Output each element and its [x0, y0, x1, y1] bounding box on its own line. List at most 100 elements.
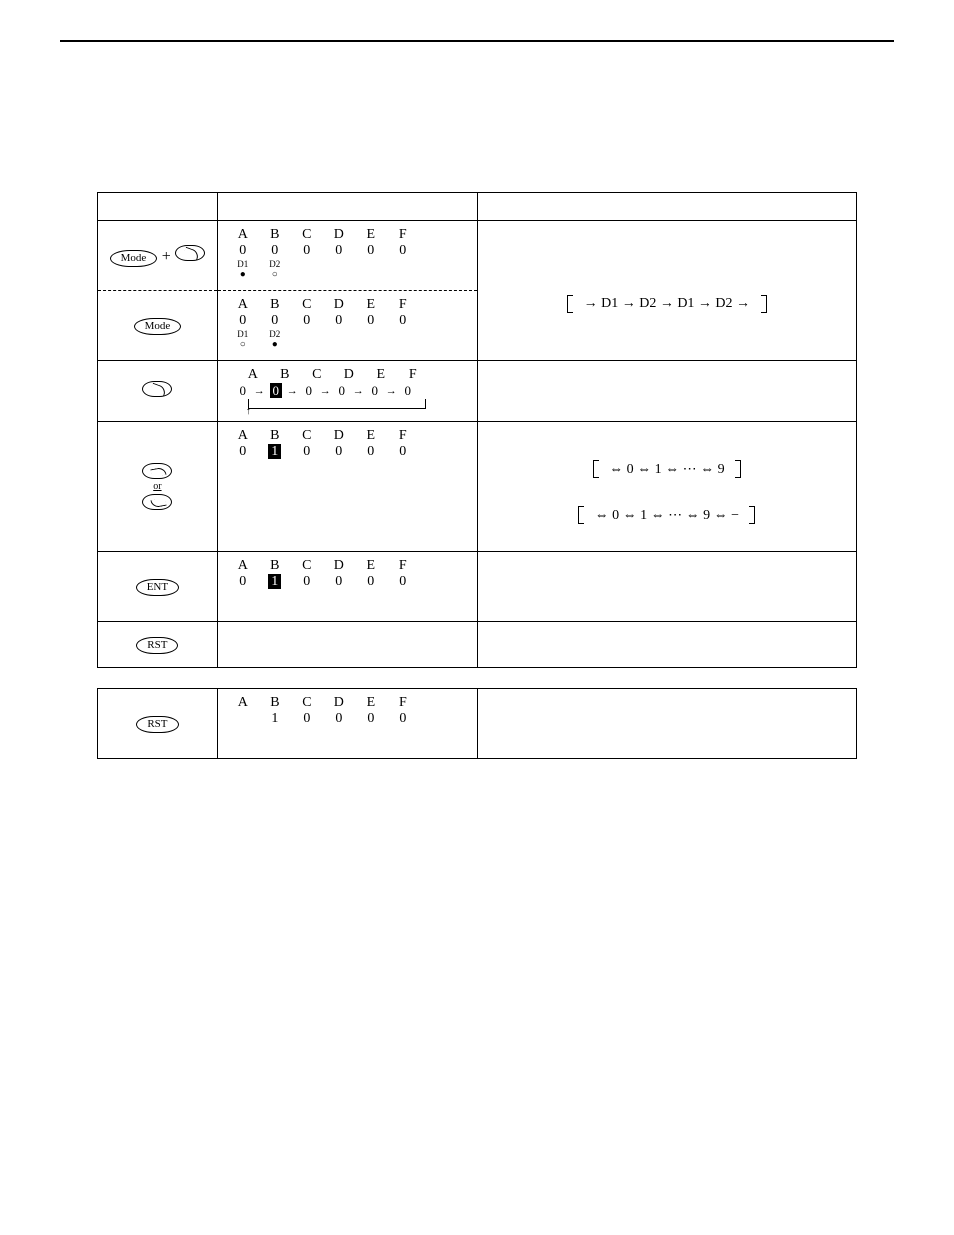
col-label: B	[268, 558, 282, 574]
col-label: E	[364, 558, 378, 574]
dot-empty: ○	[268, 269, 282, 280]
digit: 0	[364, 243, 378, 259]
d-labels-row: D1 D2	[226, 259, 469, 269]
digit: 0	[396, 574, 410, 590]
sequence-digits-minus: ⇔ 0 ⇔ 1 ⇔ ⋯ ⇔ 9 ⇔ −	[589, 507, 745, 524]
col-label: C	[300, 558, 314, 574]
col-label: A	[236, 297, 250, 313]
digit-selected: 1	[268, 574, 281, 589]
digit: 0	[268, 243, 282, 259]
digit: 0	[332, 444, 346, 460]
col-label: D	[332, 695, 346, 711]
arrow-right-icon: →	[287, 385, 298, 397]
digit: 0	[332, 711, 346, 727]
digit: 0	[300, 574, 314, 590]
digit: 0	[364, 444, 378, 460]
display-cell: A B C D E F 1 0 0 0 0	[217, 689, 477, 759]
col-label: F	[396, 297, 410, 313]
arrow-right-icon: →	[320, 385, 331, 397]
digit: 0	[396, 243, 410, 259]
digit: 0	[236, 444, 250, 460]
mode-button[interactable]: Mode	[134, 318, 182, 335]
digit: 0	[364, 313, 378, 329]
col-label: A	[236, 227, 250, 243]
display-cell: A B C D E F 0→ 0→ 0→ 0→ 0→ 0	[217, 361, 477, 422]
bracket-left-icon	[593, 460, 599, 478]
digit: 0	[302, 383, 316, 399]
col-label: E	[364, 428, 378, 444]
col-label: F	[406, 367, 420, 383]
ent-button[interactable]: ENT	[136, 579, 179, 596]
col-label: A	[236, 558, 250, 574]
digit: 0	[368, 383, 382, 399]
bracket-right-icon	[749, 506, 755, 524]
col-label: F	[396, 227, 410, 243]
col-label: C	[300, 227, 314, 243]
down-button[interactable]	[142, 494, 172, 510]
col-label: C	[300, 297, 314, 313]
col-label: B	[268, 695, 282, 711]
arrow-up-icon: ↑	[246, 409, 469, 415]
col-label: D	[332, 297, 346, 313]
col-label: E	[364, 227, 378, 243]
chain-row: 0→ 0→ 0→ 0→ 0→ 0	[236, 383, 469, 399]
key-cell: or	[98, 422, 218, 552]
main-table: Mode + A B C D E F 0 0	[97, 192, 857, 668]
col-label: E	[364, 297, 378, 313]
digit: 0	[396, 313, 410, 329]
sequence-digits: ⇔ 0 ⇔ 1 ⇔ ⋯ ⇔ 9	[603, 461, 731, 478]
arrow-right-icon: →	[254, 385, 265, 397]
rst-button[interactable]: RST	[136, 637, 178, 654]
digit: 1	[268, 711, 282, 727]
display-cell: A B C D E F 0 1 0 0 0 0	[217, 422, 477, 552]
right-button[interactable]	[142, 381, 172, 397]
bracket-left-icon	[567, 295, 573, 313]
row-right: A B C D E F 0→ 0→ 0→ 0→ 0→ 0	[98, 361, 857, 422]
header-disp	[217, 193, 477, 221]
desc-cell	[477, 689, 856, 759]
mode-button[interactable]: Mode	[110, 250, 158, 267]
plus-sign: +	[162, 248, 171, 265]
key-cell: ENT	[98, 552, 218, 622]
key-cell: Mode	[98, 291, 218, 361]
col-label: E	[374, 367, 388, 383]
display-cell: A B C D E F 0 0 0 0 0 0	[217, 291, 477, 361]
digit: 0	[300, 444, 314, 460]
col-label: D	[342, 367, 356, 383]
row-updown: or A B C D E F 0 1	[98, 422, 857, 552]
up-button[interactable]	[142, 463, 172, 479]
digit: 0	[236, 243, 250, 259]
digit: 0	[236, 574, 250, 590]
col-label: E	[364, 695, 378, 711]
rst-button[interactable]: RST	[136, 716, 178, 733]
col-label: B	[268, 227, 282, 243]
digit: 0	[332, 574, 346, 590]
key-cell	[98, 361, 218, 422]
digit-selected: 1	[268, 444, 281, 459]
col-label: B	[278, 367, 292, 383]
second-table: RST A B C D E F 1 0 0	[97, 688, 857, 759]
page: Mode + A B C D E F 0 0	[0, 0, 954, 839]
col-label: F	[396, 695, 410, 711]
bracket-right-icon	[735, 460, 741, 478]
d-label: D1	[236, 329, 250, 339]
row-mode-plus: Mode + A B C D E F 0 0	[98, 221, 857, 291]
digit: 0	[396, 711, 410, 727]
digit: 0	[236, 313, 250, 329]
dot-filled: ●	[236, 269, 250, 280]
key-cell: RST	[98, 622, 218, 668]
digit: 0	[332, 313, 346, 329]
display-cell	[217, 622, 477, 668]
digit: 0	[335, 383, 349, 399]
right-button[interactable]	[175, 245, 205, 261]
sequence-mode: → D1 → D2 → D1 → D2 →	[578, 296, 756, 312]
digit: 0	[401, 383, 415, 399]
arrow-right-icon: →	[386, 385, 397, 397]
col-label: A	[236, 695, 250, 711]
col-label: B	[268, 297, 282, 313]
desc-cell	[477, 361, 856, 422]
header-key	[98, 193, 218, 221]
d-dots-row: ● ○	[226, 269, 469, 280]
col-label: A	[236, 428, 250, 444]
loopback-line	[248, 399, 426, 409]
